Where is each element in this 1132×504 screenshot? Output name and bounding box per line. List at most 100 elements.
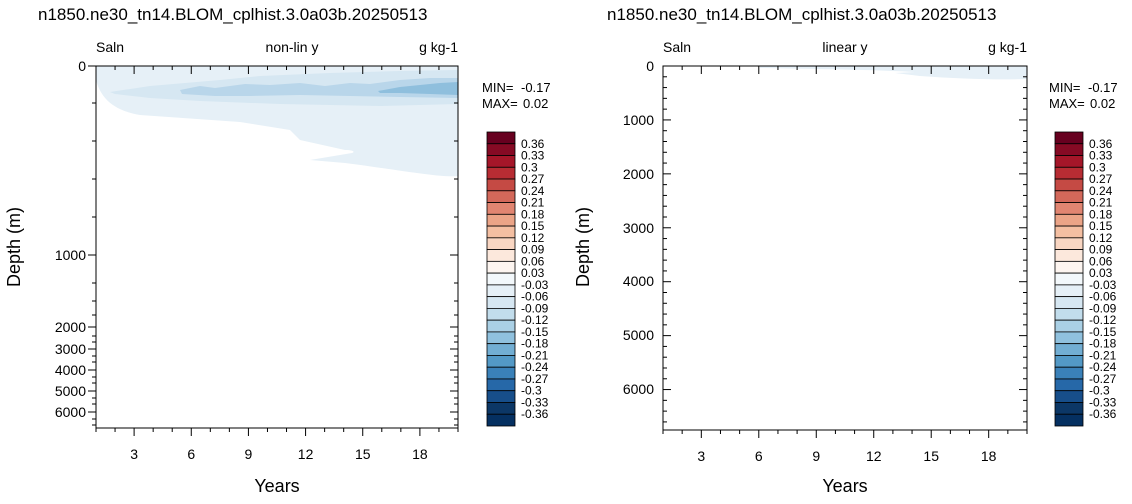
left-colorbar-label: 0.12: [521, 231, 545, 245]
left-units-label: g kg-1: [419, 39, 458, 55]
right-ytick-label: 5000: [623, 327, 654, 343]
right-panel: n1850.ne30_tn14.BLOM_cplhist.3.0a03b.202…: [573, 5, 1118, 496]
left-colorbar-swatch: [486, 131, 516, 145]
right-ytick-label: 3000: [623, 220, 654, 236]
right-colorbar-swatch: [1054, 413, 1084, 427]
right-colorbar-label: -0.12: [1089, 313, 1117, 327]
right-min-value: -0.17: [1088, 80, 1118, 95]
left-center-label: non-lin y: [266, 39, 319, 55]
left-colorbar-swatch: [486, 272, 516, 286]
right-colorbar-label: 0.03: [1089, 266, 1113, 280]
right-colorbar-label: -0.06: [1089, 290, 1117, 304]
left-y-axis: [88, 65, 458, 426]
right-colorbar-label: 0.24: [1089, 184, 1113, 198]
right-colorbar-label: 0.12: [1089, 231, 1113, 245]
left-variable-label: Saln: [96, 39, 124, 55]
right-units-label: g kg-1: [988, 39, 1027, 55]
left-colorbar-swatch: [486, 296, 516, 309]
right-colorbar-swatch: [1054, 143, 1084, 156]
left-colorbar-label: 0.21: [521, 196, 545, 210]
right-colorbar-swatch: [1054, 284, 1084, 298]
left-colorbar-label: -0.24: [521, 360, 549, 374]
right-colorbar-label: -0.21: [1089, 348, 1117, 362]
right-x-tick-label: 12: [866, 448, 882, 464]
right-x-tick-label: 6: [755, 448, 763, 464]
left-max-label: MAX=: [482, 96, 518, 111]
right-variable-label: Saln: [663, 39, 691, 55]
right-colorbar-label: 0.15: [1089, 219, 1113, 233]
right-min-label: MIN=: [1049, 80, 1080, 95]
left-colorbar-label: 0.09: [521, 243, 545, 257]
right-colorbar-swatch: [1054, 237, 1084, 250]
left-colorbar-label: -0.21: [521, 348, 549, 362]
left-x-tick-label: 6: [187, 446, 195, 462]
right-colorbar-swatch: [1054, 402, 1084, 415]
right-colorbar-swatch: [1054, 213, 1084, 227]
left-colorbar-swatch: [486, 402, 516, 415]
right-contour-level-0.00: [760, 66, 1027, 80]
left-colorbar-label: -0.15: [521, 325, 549, 339]
left-colorbar-swatch: [486, 366, 516, 380]
right-colorbar-swatch: [1054, 260, 1084, 274]
left-colorbar-swatch: [486, 225, 516, 239]
left-colorbar-swatch: [486, 166, 516, 180]
left-colorbar-swatch: [486, 307, 516, 321]
left-colorbar-label: -0.18: [521, 337, 549, 351]
left-colorbar-label: 0.06: [521, 254, 545, 268]
left-colorbar-label: 0.3: [521, 160, 538, 174]
right-colorbar-swatch: [1054, 272, 1084, 286]
right-contour-fills: [760, 66, 1027, 80]
left-min-value: -0.17: [521, 80, 551, 95]
left-colorbar-label: 0.24: [521, 184, 545, 198]
left-colorbar-label: 0.33: [521, 149, 545, 163]
left-ytick-label: 5000: [55, 383, 86, 399]
right-colorbar-label: 0.18: [1089, 207, 1113, 221]
right-colorbar-swatch: [1054, 343, 1084, 356]
left-colorbar-label: -0.06: [521, 290, 549, 304]
left-max-value: 0.02: [523, 96, 548, 111]
left-x-tick-label: 9: [245, 446, 253, 462]
right-colorbar-swatch: [1054, 366, 1084, 380]
left-colorbar-label: 0.03: [521, 266, 545, 280]
left-colorbar-swatch: [486, 143, 516, 156]
right-colorbar-label: 0.21: [1089, 196, 1113, 210]
left-colorbar-label: -0.27: [521, 372, 549, 386]
right-ytick-label: 1000: [623, 112, 654, 128]
right-x-axis: 3 6 9 12 15 18: [662, 66, 1028, 464]
right-colorbar-label: -0.18: [1089, 337, 1117, 351]
right-colorbar-label: 0.06: [1089, 254, 1113, 268]
left-colorbar-label: -0.03: [521, 278, 549, 292]
right-colorbar-swatch: [1054, 225, 1084, 239]
right-x-axis-title: Years: [822, 476, 867, 496]
right-center-label: linear y: [822, 39, 867, 55]
left-x-tick-label: 18: [412, 446, 428, 462]
right-colorbar-swatch: [1054, 166, 1084, 180]
right-ytick-label: 0: [646, 58, 654, 74]
right-colorbar-swatch: [1054, 178, 1084, 192]
right-colorbar-label: -0.33: [1089, 395, 1117, 409]
left-x-axis-title: Years: [254, 476, 299, 496]
left-ytick-label: 1000: [55, 247, 86, 263]
left-colorbar-swatch: [486, 413, 516, 427]
right-colorbar-swatch: [1054, 296, 1084, 309]
right-colorbar-label: -0.09: [1089, 301, 1117, 315]
right-colorbar-label: 0.33: [1089, 149, 1113, 163]
left-ytick-label: 0: [78, 58, 86, 74]
left-min-label: MIN=: [482, 80, 513, 95]
left-y-axis-title: Depth (m): [4, 207, 24, 287]
right-colorbar-label: -0.36: [1089, 407, 1117, 421]
left-ytick-label: 3000: [55, 341, 86, 357]
right-colorbar-swatch: [1054, 319, 1084, 333]
left-colorbar-label: -0.36: [521, 407, 549, 421]
right-colorbar-swatch: [1054, 131, 1084, 145]
right-colorbar-label: -0.03: [1089, 278, 1117, 292]
right-colorbar-swatch: [1054, 249, 1084, 262]
left-colorbar: 0.360.330.30.270.240.210.180.150.120.090…: [486, 131, 549, 427]
left-contour-fills: [96, 66, 458, 177]
left-colorbar-swatch: [486, 343, 516, 356]
left-colorbar-label: 0.36: [521, 137, 545, 151]
right-colorbar-swatch: [1054, 331, 1084, 345]
right-x-tick-label: 15: [923, 448, 939, 464]
